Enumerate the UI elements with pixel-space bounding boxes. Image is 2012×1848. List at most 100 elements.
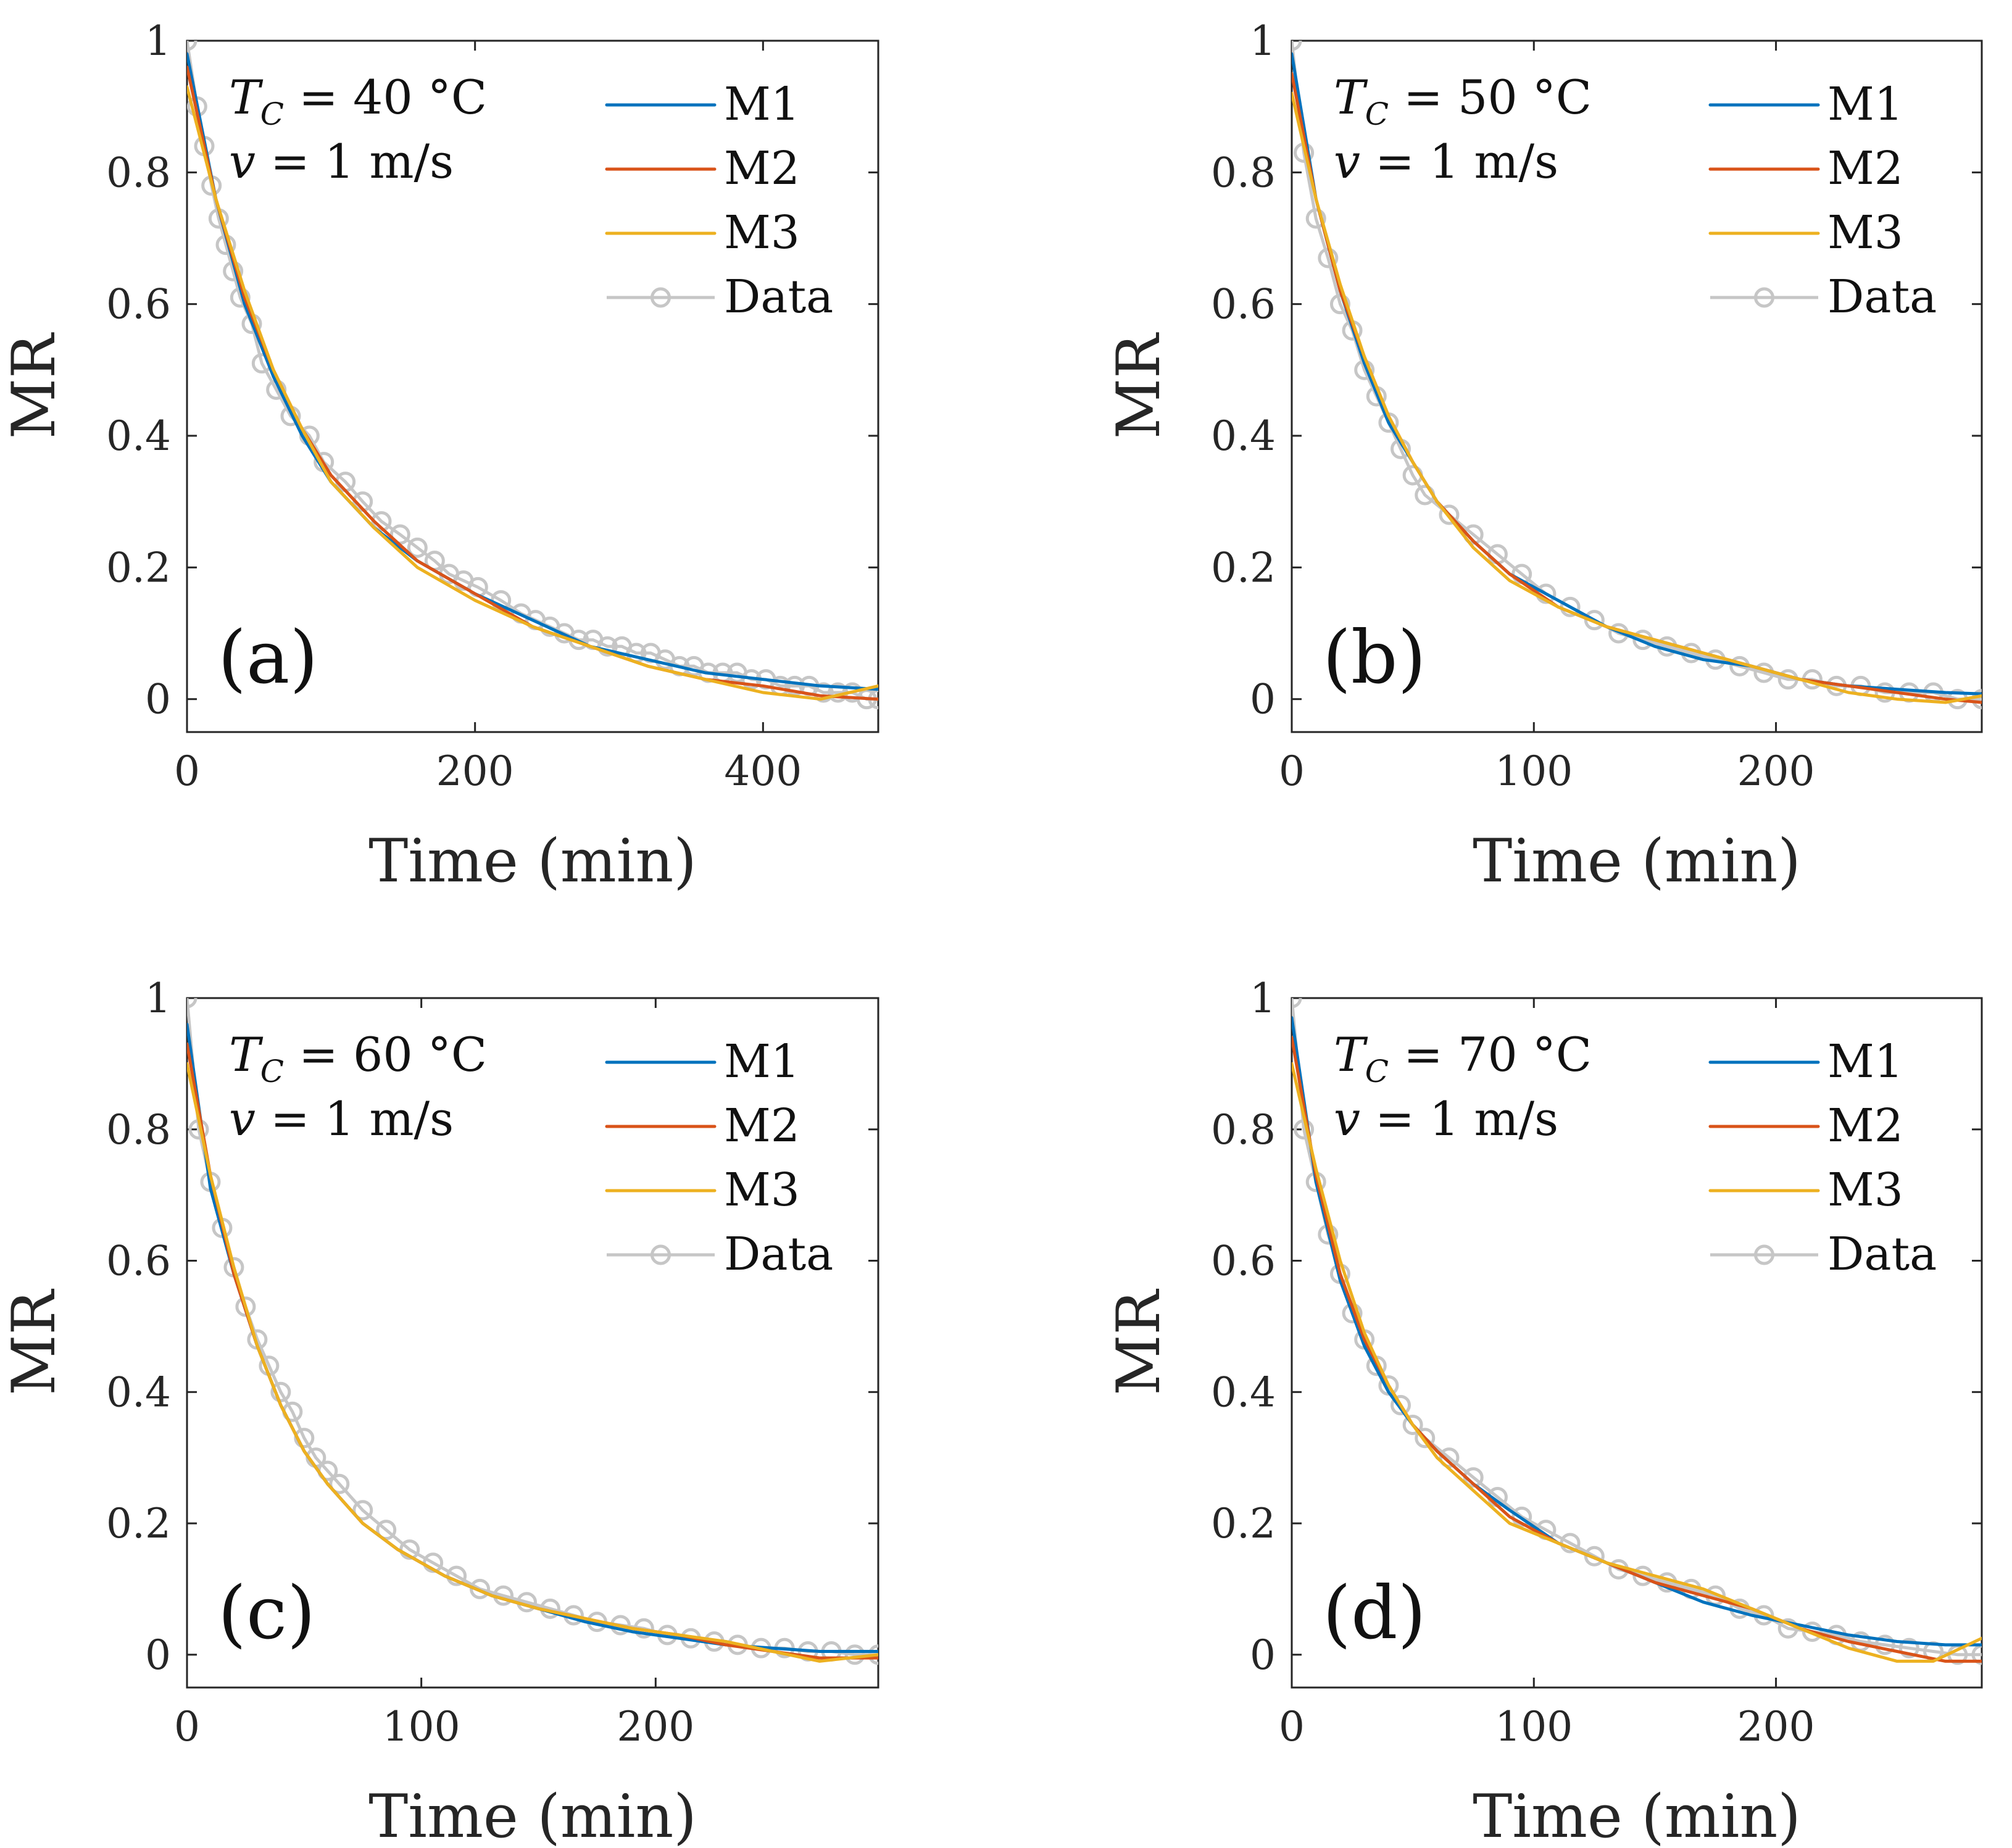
velocity-value: = 1 m/s xyxy=(256,134,454,189)
legend-label: M3 xyxy=(1827,1163,1903,1217)
x-tick-label: 200 xyxy=(1737,747,1815,795)
data-point xyxy=(784,675,805,696)
x-tick-label: 100 xyxy=(1495,1703,1573,1750)
legend-entry-data: Data xyxy=(1710,1228,1937,1281)
panel-label: (b) xyxy=(1323,615,1426,700)
y-tick-label: 0.2 xyxy=(106,1500,171,1547)
legend-entry-m1: M1 xyxy=(605,1035,800,1088)
y-tick-label: 0.4 xyxy=(1211,1368,1276,1416)
legend: M1 M2 M3 Data xyxy=(1708,1035,1937,1281)
legend-label: M2 xyxy=(1827,1099,1903,1152)
legend-entry-m1: M1 xyxy=(1708,1035,1903,1088)
x-tick-label: 400 xyxy=(724,747,802,795)
y-axis-label: MR xyxy=(1104,332,1173,439)
legend-label: M3 xyxy=(724,206,800,259)
plot-area xyxy=(187,41,878,710)
legend-marker xyxy=(1754,1244,1774,1265)
velocity-symbol: v xyxy=(229,134,256,189)
x-axis-label: Time (min) xyxy=(1473,1782,1801,1848)
data-point xyxy=(1898,1638,1919,1659)
x-axis-label: Time (min) xyxy=(368,826,697,896)
legend-entry-data: Data xyxy=(607,270,833,323)
data-point xyxy=(1874,1634,1895,1655)
y-tick-label: 1 xyxy=(1250,17,1276,65)
y-tick-label: 0.4 xyxy=(106,412,171,460)
temp-subscript: C xyxy=(260,96,284,132)
temperature-annotation: TC = 50 °C xyxy=(1334,70,1592,132)
legend-label: Data xyxy=(724,270,833,323)
legend-entry-m1: M1 xyxy=(1708,78,1903,131)
data-point xyxy=(1802,1621,1823,1642)
legend-entry-data: Data xyxy=(607,1228,833,1281)
temp-value: = 50 °C xyxy=(1389,70,1592,125)
temperature-annotation: TC = 70 °C xyxy=(1334,1027,1592,1089)
data-point xyxy=(1439,504,1460,525)
data-point xyxy=(1584,610,1605,631)
data-point xyxy=(844,1644,865,1665)
y-tick-label: 0.6 xyxy=(1211,1238,1276,1285)
temp-subscript: C xyxy=(1365,96,1389,132)
velocity-annotation: v = 1 m/s xyxy=(1334,134,1558,189)
data-point xyxy=(813,682,834,703)
y-tick-label: 1 xyxy=(145,17,171,65)
x-tick-label: 100 xyxy=(1495,747,1573,795)
legend-entry-m1: M1 xyxy=(605,78,800,131)
legend-label: M1 xyxy=(1827,78,1903,131)
axis-frame xyxy=(1291,40,1983,733)
y-tick-label: 0 xyxy=(1250,676,1276,723)
velocity-annotation: v = 1 m/s xyxy=(1334,1091,1558,1146)
y-axis-label: MR xyxy=(1104,1288,1173,1395)
legend-entry-m2: M2 xyxy=(1708,1099,1903,1152)
legend-entry-m3: M3 xyxy=(605,1163,800,1217)
velocity-value: = 1 m/s xyxy=(1360,1091,1558,1146)
velocity-value: = 1 m/s xyxy=(1360,134,1558,189)
data-point xyxy=(235,1296,256,1317)
data-point xyxy=(294,1428,315,1449)
x-axis-label: Time (min) xyxy=(368,1782,697,1848)
data-point xyxy=(329,1473,350,1494)
y-axis-label: MR xyxy=(0,1288,69,1395)
data-point xyxy=(1439,1447,1460,1468)
series-line-m3 xyxy=(1292,91,1982,704)
data-point xyxy=(1584,1546,1605,1567)
y-tick-label: 0.8 xyxy=(106,149,171,196)
data-point xyxy=(1971,689,1982,710)
data-point xyxy=(1305,208,1326,229)
y-tick-label: 0.2 xyxy=(106,544,171,591)
legend-entry-m3: M3 xyxy=(1708,206,1903,259)
legend-label: M1 xyxy=(724,1035,800,1088)
axis-frame xyxy=(186,997,879,1689)
legend: M1 M2 M3 Data xyxy=(605,1035,833,1281)
temp-symbol: T xyxy=(1334,70,1368,125)
x-tick-label: 0 xyxy=(1279,747,1305,795)
legend-entry-m3: M3 xyxy=(1708,1163,1903,1217)
y-axis-label: MR xyxy=(0,332,69,439)
legend-marker xyxy=(651,1244,671,1265)
legend: M1 M2 M3 Data xyxy=(1708,78,1937,323)
temp-symbol: T xyxy=(229,70,264,125)
x-tick-label: 0 xyxy=(174,747,200,795)
temp-symbol: T xyxy=(1334,1027,1368,1082)
velocity-symbol: v xyxy=(229,1091,256,1146)
legend-entry-data: Data xyxy=(1710,270,1937,323)
velocity-annotation: v = 1 m/s xyxy=(229,134,454,189)
x-tick-label: 200 xyxy=(1737,1703,1815,1750)
panel-label: (d) xyxy=(1323,1570,1426,1655)
legend-entry-m2: M2 xyxy=(605,1099,800,1152)
y-tick-label: 0 xyxy=(145,676,171,723)
legend-label: M2 xyxy=(724,142,800,195)
panel-label: (a) xyxy=(218,615,318,700)
legend-entry-m2: M2 xyxy=(605,142,800,195)
velocity-value: = 1 m/s xyxy=(256,1091,454,1146)
temp-symbol: T xyxy=(229,1027,264,1082)
legend-label: M2 xyxy=(1827,142,1903,195)
velocity-annotation: v = 1 m/s xyxy=(229,1091,454,1146)
temperature-annotation: TC = 60 °C xyxy=(229,1027,487,1089)
x-tick-label: 0 xyxy=(174,1703,200,1750)
temp-value: = 70 °C xyxy=(1389,1027,1592,1082)
y-tick-label: 1 xyxy=(145,975,171,1022)
y-tick-label: 0.2 xyxy=(1211,1500,1276,1547)
y-tick-label: 0.6 xyxy=(1211,281,1276,328)
axis-frame xyxy=(1291,997,1983,1689)
